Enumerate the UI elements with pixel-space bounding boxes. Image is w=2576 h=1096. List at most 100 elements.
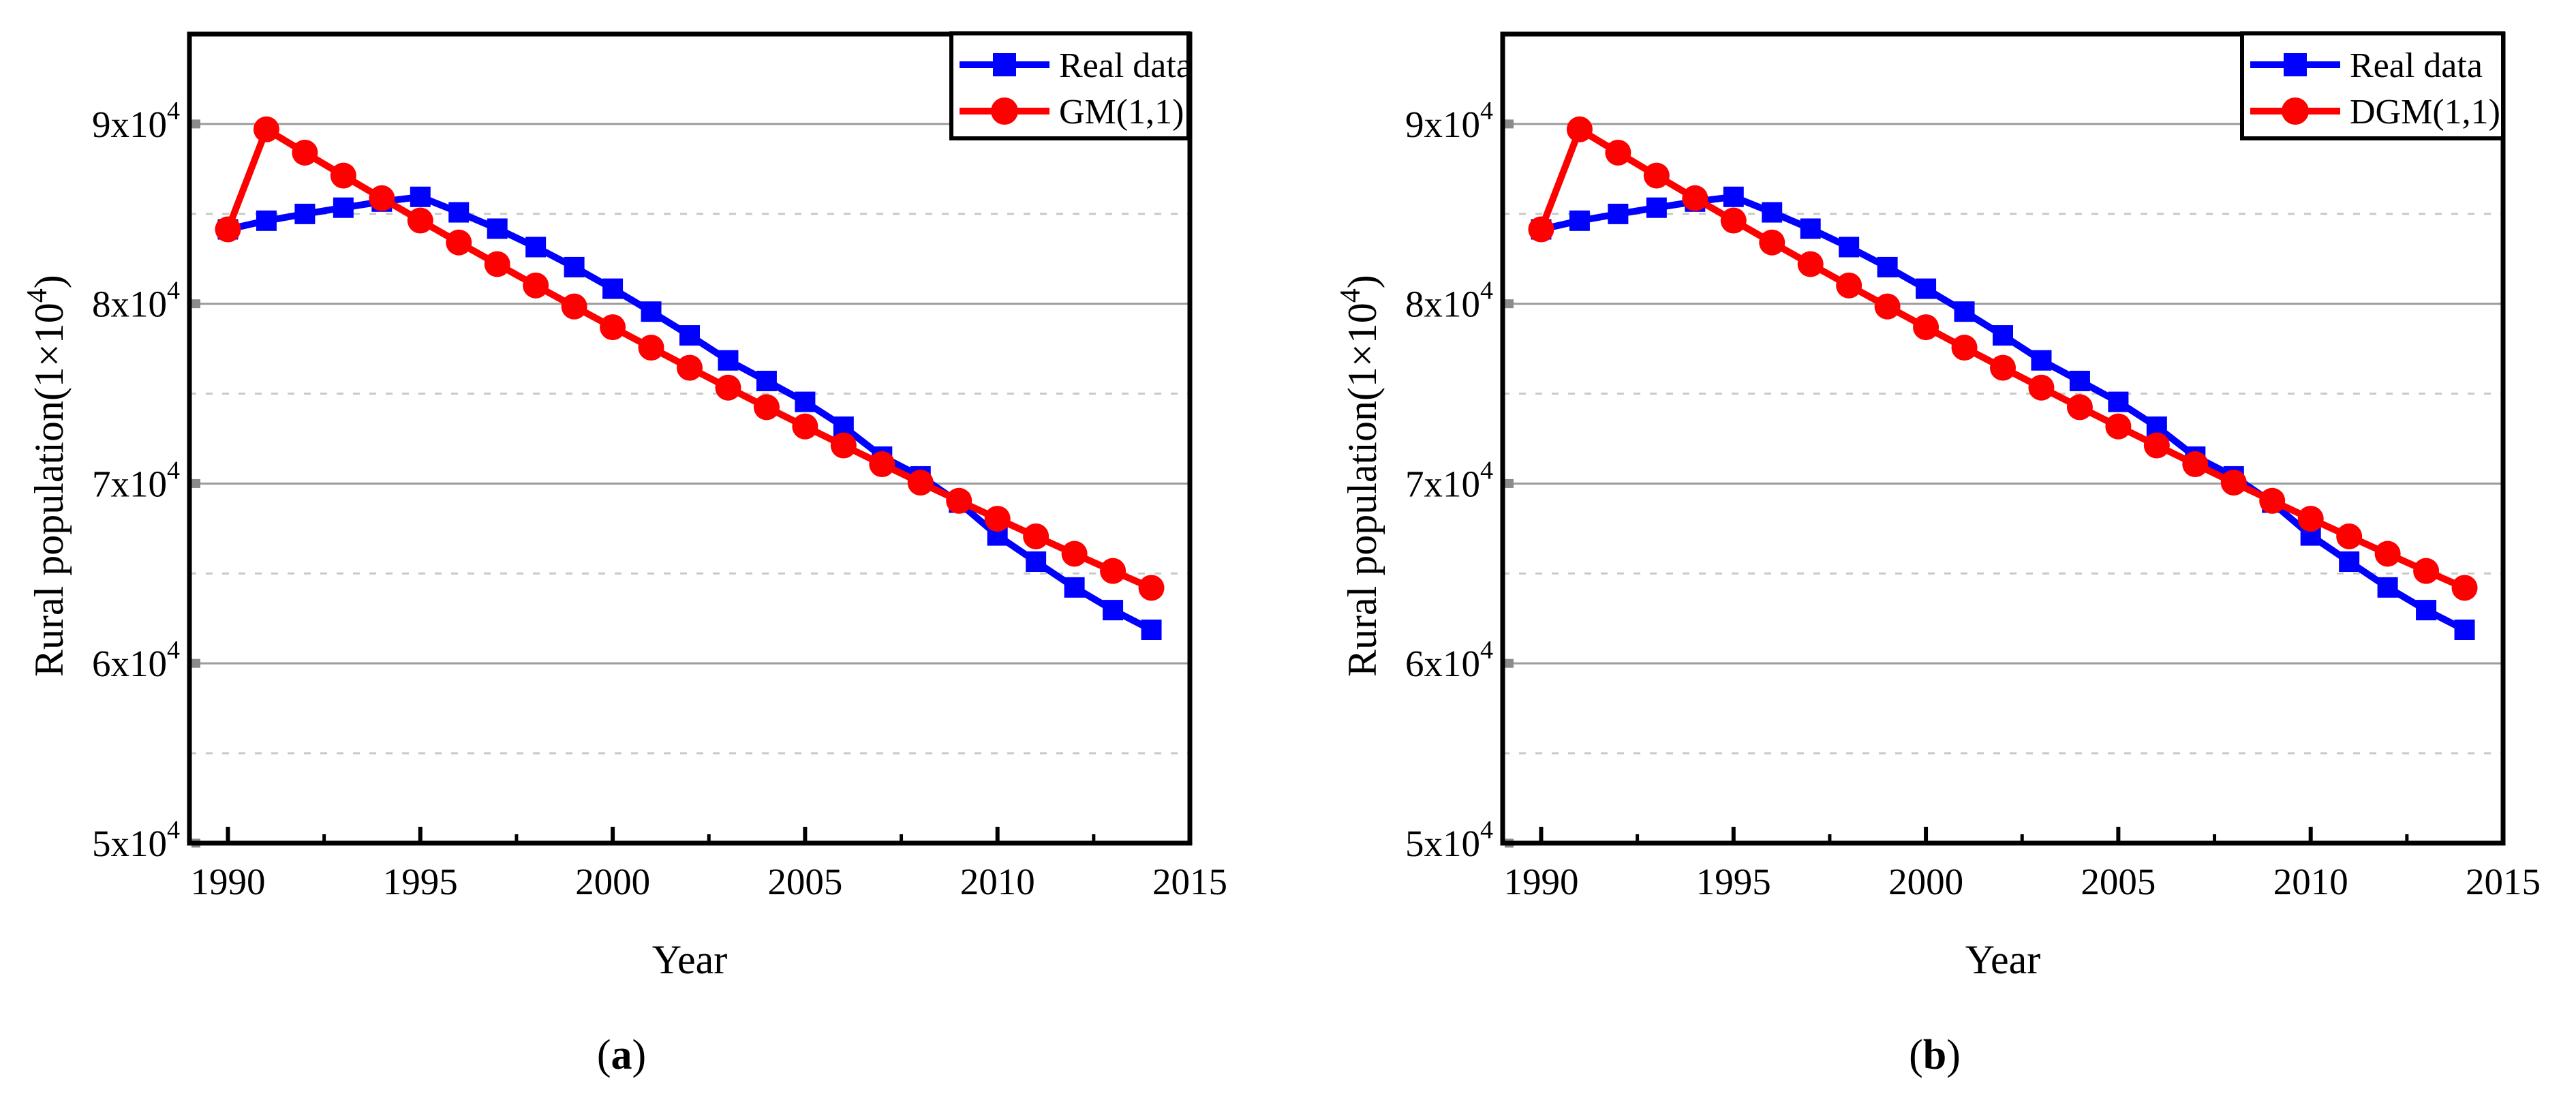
data-point-circle [1566, 116, 1593, 142]
y-axis-title-main: Rural population(1×10 [27, 303, 72, 677]
data-point-circle [2105, 413, 2132, 440]
data-point-circle [2220, 470, 2247, 496]
x-tick-label: 2000 [575, 861, 650, 902]
data-point-circle [1720, 207, 1747, 234]
data-point-square [333, 197, 354, 218]
x-tick-label: 2000 [1888, 861, 1963, 902]
data-point-square [1064, 577, 1085, 598]
grid-tick-cap [1505, 478, 1514, 488]
legend-label-real-data: Real data [2350, 46, 2483, 85]
data-point-square [564, 256, 585, 277]
x-tick-label: 1990 [1503, 861, 1578, 902]
data-point-square [2031, 350, 2052, 371]
grid-tick-cap [1505, 299, 1514, 309]
data-point-circle [1061, 541, 1088, 567]
y-tick-label-sup: 4 [167, 97, 180, 125]
data-point-square [256, 210, 277, 231]
data-point-circle [984, 506, 1011, 532]
y-tick-label-sup: 4 [167, 636, 180, 665]
plot-frame-b [1500, 31, 2506, 846]
y-axis-title-close: ) [1340, 275, 1385, 288]
data-point-circle [2336, 523, 2363, 549]
data-point-square [525, 237, 547, 258]
y-tick-label: 6x104 [1405, 636, 1493, 684]
series-b [1528, 116, 2478, 641]
data-point-circle [2297, 506, 2324, 532]
data-point-circle [292, 139, 318, 166]
series-line-real-data [227, 193, 1153, 633]
y-tick-label-main: 7x10 [92, 463, 167, 504]
data-point-square [1026, 551, 1047, 573]
legend-label-real-data: Real data [1059, 46, 1192, 85]
data-point-circle [600, 314, 626, 341]
data-point-square [1569, 210, 1590, 231]
legend-label-gm11: GM(1,1) [1059, 93, 1184, 132]
data-point-square [756, 370, 777, 391]
data-point-square [2339, 551, 2360, 573]
data-point-circle [1874, 293, 1901, 320]
data-point-circle [2066, 394, 2093, 421]
data-point-circle [1605, 139, 1631, 166]
data-point-circle [1797, 251, 1824, 277]
data-point-circle [2413, 558, 2440, 584]
legend-box [949, 31, 1191, 140]
data-point-circle [2182, 451, 2209, 478]
caption-open: ( [597, 1032, 611, 1078]
y-tick-label: 9x104 [1405, 97, 1493, 145]
data-point-circle [1100, 558, 1126, 584]
y-tick-label: 7x104 [92, 456, 180, 504]
data-point-square [1916, 278, 1937, 299]
data-point-square [1723, 186, 1744, 207]
data-point-square [718, 350, 739, 371]
data-point-circle [1682, 185, 1708, 211]
data-point-square [1103, 600, 1124, 621]
x-tick-label: 2010 [2273, 861, 2348, 902]
data-point-circle [484, 251, 510, 277]
y-tick-label-sup: 4 [167, 277, 180, 305]
grid-tick-cap [191, 119, 200, 129]
data-point-square [1646, 197, 1667, 218]
data-point-circle [253, 116, 279, 142]
panel-a: 1990 1995 2000 2005 2010 2015 9x1048x1047x104… [22, 31, 1227, 1078]
data-point-circle [1023, 523, 1049, 549]
y-tick-label-main: 5x10 [1405, 823, 1480, 864]
gridlines-a [189, 119, 1190, 848]
x-tick-label: 1995 [383, 861, 458, 902]
y-tick-label: 6x104 [92, 636, 180, 684]
data-point-square [1608, 203, 1629, 224]
x-tick-label: 2010 [960, 861, 1035, 902]
plot-frame-a [187, 31, 1193, 846]
grid-tick-cap [191, 478, 200, 488]
y-axis-title-sup: 4 [1335, 288, 1366, 303]
data-point-square [1762, 202, 1783, 223]
data-point-circle [1951, 335, 1978, 361]
data-point-square [2416, 600, 2437, 621]
data-point-square [448, 202, 470, 223]
data-point-circle [1138, 575, 1165, 601]
caption-close: ) [632, 1032, 647, 1078]
data-point-square [487, 218, 508, 239]
y-tick-label: 8x104 [92, 277, 180, 325]
data-point-circle [2259, 487, 2286, 514]
x-axis-title-a: Year [652, 937, 728, 982]
data-point-square [1993, 325, 2013, 346]
grid-tick-cap [191, 658, 200, 668]
data-point-square [795, 391, 816, 412]
x-tick-label: 2015 [2466, 861, 2541, 902]
y-tick-label-sup: 4 [1480, 277, 1493, 305]
legend-a: Real data GM(1,1) [949, 31, 1192, 140]
caption-letter-b: b [1923, 1032, 1946, 1078]
legend-marker-circle-icon [2282, 97, 2309, 125]
x-tick-labels-b: 1990 1995 2000 2005 2010 2015 [1503, 861, 2541, 902]
data-point-circle [830, 432, 857, 459]
data-point-circle [753, 394, 780, 421]
legend-marker-circle-icon [991, 97, 1018, 125]
y-tick-label-main: 6x10 [92, 643, 167, 684]
y-tick-label: 5x104 [92, 816, 180, 864]
caption-open: ( [1909, 1032, 1923, 1078]
y-tick-label-sup: 4 [1480, 816, 1493, 844]
legend-marker-square-icon [993, 53, 1016, 76]
